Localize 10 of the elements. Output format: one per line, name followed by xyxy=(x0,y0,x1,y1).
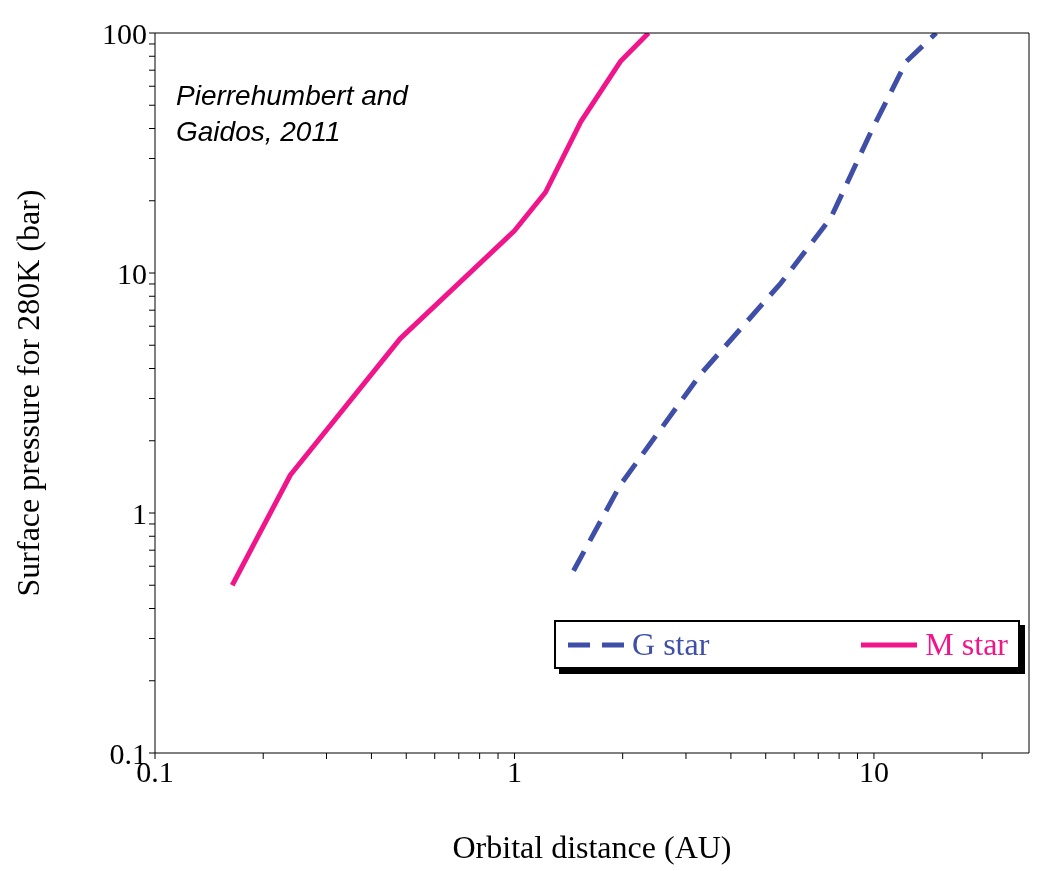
legend-label: M star xyxy=(925,626,1008,663)
y-tick-label: 1 xyxy=(132,496,147,530)
x-tick-label: 10 xyxy=(858,755,889,789)
y-axis-title: Surface pressure for 280K (bar) xyxy=(10,189,47,597)
annotation: Pierrehumbert and Gaidos, 2011 xyxy=(176,79,410,149)
y-tick-label: 100 xyxy=(102,16,147,50)
y-tick-label: 10 xyxy=(117,256,147,290)
x-axis-title: Orbital distance (AU) xyxy=(452,829,732,865)
legend-label: G star xyxy=(632,626,710,663)
x-tick-label: 1 xyxy=(506,755,522,789)
